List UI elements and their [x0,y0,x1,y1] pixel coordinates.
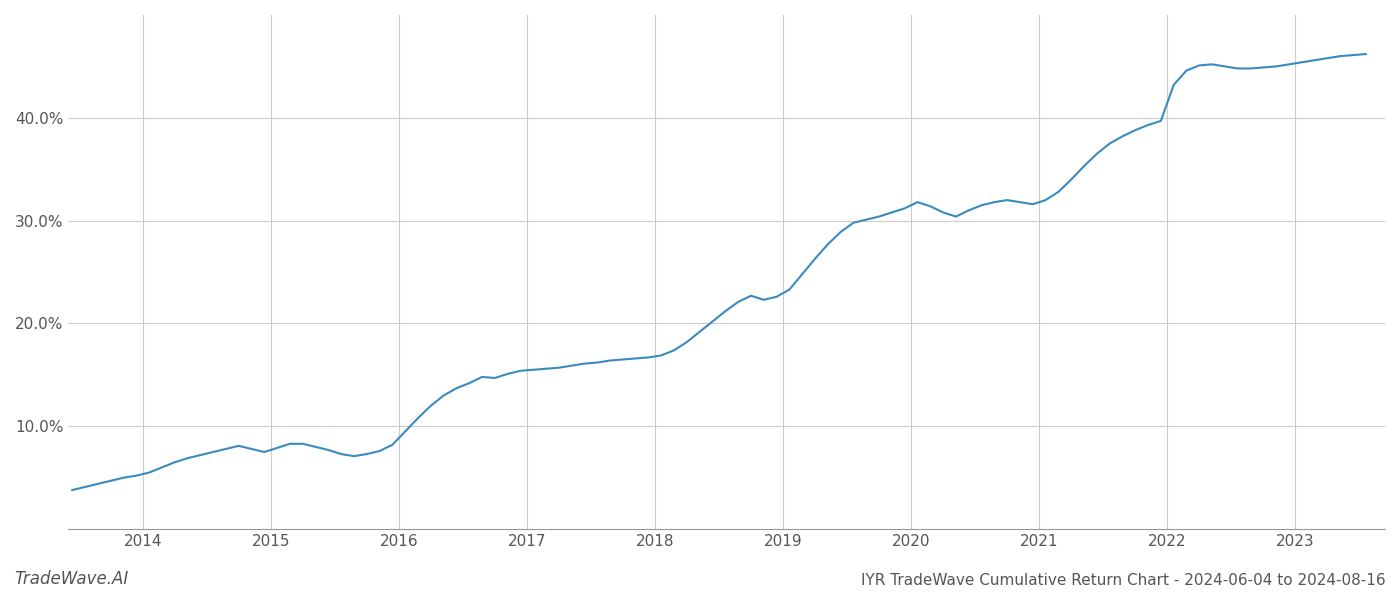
Text: IYR TradeWave Cumulative Return Chart - 2024-06-04 to 2024-08-16: IYR TradeWave Cumulative Return Chart - … [861,573,1386,588]
Text: TradeWave.AI: TradeWave.AI [14,570,129,588]
